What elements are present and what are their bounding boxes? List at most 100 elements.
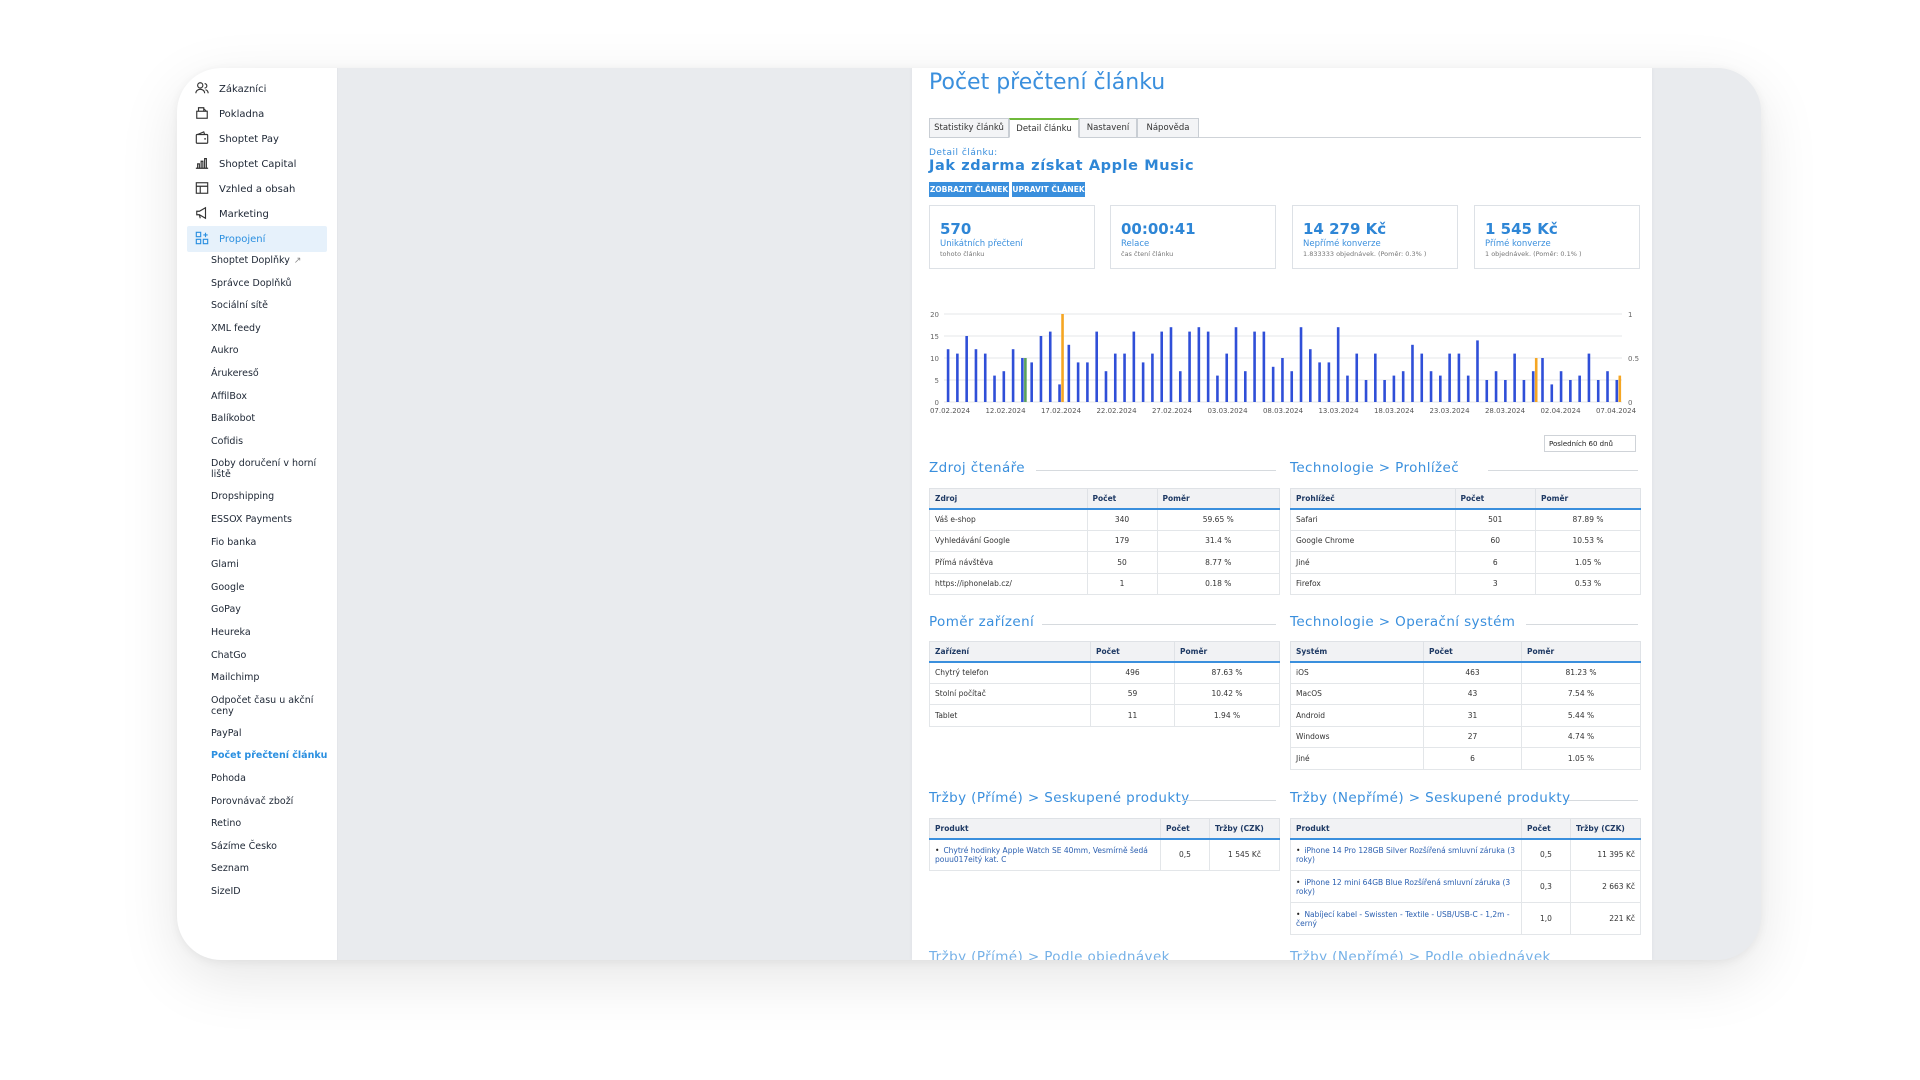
- table-cell: 43: [1423, 682, 1522, 705]
- table-row: Stolní počítač 59 10.42 %: [929, 682, 1280, 705]
- column-header[interactable]: Poměr: [1521, 641, 1641, 663]
- chart-bar: [1281, 358, 1284, 402]
- sidebar-subitem-label: Shoptet Doplňky: [211, 255, 290, 266]
- column-header[interactable]: Počet: [1086, 488, 1158, 510]
- sidebar-subitem[interactable]: Shoptet Doplňky ↗: [211, 255, 329, 267]
- stat-label: Nepřímé konverze: [1303, 239, 1381, 249]
- column-header[interactable]: Tržby (CZK): [1209, 818, 1280, 840]
- column-header[interactable]: Počet: [1160, 818, 1210, 840]
- sidebar-subitem[interactable]: AffilBox: [211, 391, 329, 402]
- chart-bar: [1290, 371, 1294, 402]
- table-row: Windows 27 4.74 %: [1290, 725, 1641, 748]
- sidebar-subitem[interactable]: Doby doručení v horní liště: [211, 458, 329, 480]
- product-link[interactable]: iPhone 14 Pro 128GB Silver Rozšířená sml…: [1290, 838, 1522, 871]
- tab-article-stats[interactable]: Statistiky článků: [929, 118, 1009, 138]
- column-header[interactable]: Poměr: [1535, 488, 1641, 510]
- chart-bar: [1383, 380, 1386, 402]
- sidebar-subitem[interactable]: Aukro: [211, 345, 329, 356]
- chart-bar: [1253, 331, 1256, 402]
- sidebar-subitem-label: Google: [211, 581, 245, 593]
- sidebar-subitem[interactable]: Balíkobot: [211, 413, 329, 424]
- show-article-button[interactable]: ZOBRAZIT ČLÁNEK: [929, 182, 1009, 197]
- tab-bar: Statistiky článků Detail článku Nastaven…: [929, 118, 1641, 138]
- column-header[interactable]: Poměr: [1174, 641, 1280, 663]
- column-header[interactable]: Prohlížeč: [1290, 488, 1456, 510]
- column-header[interactable]: Počet: [1423, 641, 1522, 663]
- product-link[interactable]: Nabíjecí kabel - Swissten - Textile - US…: [1290, 902, 1522, 935]
- column-header[interactable]: Počet: [1454, 488, 1536, 510]
- chart-bar: [1048, 331, 1052, 402]
- sidebar-subitem[interactable]: Sociální sítě: [211, 300, 329, 311]
- sidebar-subitem[interactable]: Mailchimp: [211, 672, 329, 683]
- sidebar-item-propojení[interactable]: Propojení: [187, 226, 327, 252]
- table-row: Firefox 3 0.53 %: [1290, 572, 1641, 595]
- column-header[interactable]: Poměr: [1156, 488, 1280, 510]
- column-header[interactable]: Zdroj: [929, 488, 1088, 510]
- chart-bar: [1606, 371, 1609, 402]
- sidebar-subitem[interactable]: GoPay: [211, 604, 329, 615]
- section-title-direct-orders: Tržby (Přímé) > Podle objednávek: [929, 949, 1170, 960]
- sidebar-subitem[interactable]: Sázíme Česko: [211, 841, 329, 852]
- sidebar-subitem[interactable]: SizeID: [211, 886, 329, 897]
- sidebar-subitem[interactable]: Google: [211, 582, 329, 593]
- chart-bar: [1587, 353, 1591, 402]
- chart-bar: [1485, 380, 1489, 402]
- table-cell: 1: [1086, 572, 1158, 595]
- sidebar-subitem[interactable]: PayPal: [211, 728, 329, 739]
- sidebar-subitem[interactable]: Správce Doplňků: [211, 278, 329, 289]
- product-link[interactable]: iPhone 12 mini 64GB Blue Rozšířená smluv…: [1290, 870, 1522, 903]
- sidebar-subitem[interactable]: Retino: [211, 818, 329, 829]
- column-header[interactable]: Tržby (CZK): [1570, 818, 1641, 840]
- chart-bar: [1086, 362, 1089, 402]
- sidebar-item-zákazníci[interactable]: Zákazníci: [195, 76, 455, 102]
- sidebar-subitem[interactable]: Fio banka: [211, 537, 329, 548]
- chart-bar: [1197, 327, 1201, 402]
- sidebar-subitem[interactable]: Odpočet času u akční ceny: [211, 695, 329, 717]
- sidebar-subitem[interactable]: ESSOX Payments: [211, 514, 329, 525]
- sidebar-item-pokladna[interactable]: Pokladna: [195, 101, 455, 127]
- table-cell: 50: [1086, 551, 1158, 574]
- sidebar-subitem[interactable]: Glami: [211, 559, 329, 570]
- x-tick-label: 08.03.2024: [1263, 407, 1304, 415]
- sidebar-subitem[interactable]: Porovnávač zboží: [211, 796, 329, 807]
- stat-sub: tohoto článku: [940, 250, 985, 258]
- sidebar-item-shoptet-pay[interactable]: Shoptet Pay: [195, 126, 455, 152]
- sidebar-subitem[interactable]: XML feedy: [211, 323, 329, 334]
- edit-article-button[interactable]: UPRAVIT ČLÁNEK: [1012, 182, 1085, 197]
- sidebar-subitem[interactable]: Heureka: [211, 627, 329, 638]
- column-header[interactable]: Zařízení: [929, 641, 1091, 663]
- chart-bar-highlight: [1534, 358, 1538, 402]
- x-tick-label: 18.03.2024: [1374, 407, 1415, 415]
- table-cell: Vyhledávání Google: [929, 529, 1088, 552]
- table-row: iPhone 14 Pro 128GB Silver Rozšířená sml…: [1290, 838, 1641, 871]
- column-header[interactable]: Počet: [1090, 641, 1175, 663]
- sidebar-item-marketing[interactable]: Marketing: [195, 201, 455, 227]
- tab-article-detail[interactable]: Detail článku: [1009, 118, 1079, 138]
- sidebar-item-vzhled-a-obsah[interactable]: Vzhled a obsah: [195, 176, 455, 202]
- section-divider: [1567, 800, 1638, 801]
- table-cell: 59.65 %: [1156, 508, 1280, 531]
- table-cell: 3: [1454, 572, 1536, 595]
- sidebar-subitem[interactable]: Cofidis: [211, 436, 329, 447]
- sidebar-subitem[interactable]: Počet přečtení článku: [211, 750, 329, 761]
- column-header[interactable]: Počet: [1521, 818, 1571, 840]
- table-cell: 27: [1423, 725, 1522, 748]
- sidebar-subitem[interactable]: Seznam: [211, 863, 329, 874]
- sidebar-item-shoptet-capital[interactable]: Shoptet Capital: [195, 151, 455, 177]
- sidebar-subitem[interactable]: ChatGo: [211, 650, 329, 661]
- column-header[interactable]: Produkt: [929, 818, 1161, 840]
- sidebar-subitem[interactable]: Árukereső: [211, 368, 329, 379]
- column-header[interactable]: Systém: [1290, 641, 1424, 663]
- tab-settings[interactable]: Nastavení: [1079, 118, 1137, 138]
- column-header[interactable]: Produkt: [1290, 818, 1522, 840]
- range-select[interactable]: Posledních 60 dnů: [1544, 435, 1636, 452]
- table-row: Google Chrome 60 10.53 %: [1290, 529, 1641, 552]
- table-cell: 60: [1454, 529, 1536, 552]
- sidebar-subitem[interactable]: Pohoda: [211, 773, 329, 784]
- content-background: Počet přečtení článku Statistiky článků …: [338, 68, 1761, 960]
- chart-bar: [1318, 362, 1321, 402]
- tab-help[interactable]: Nápověda: [1137, 118, 1199, 138]
- sidebar-subitem[interactable]: Dropshipping: [211, 491, 329, 502]
- product-link[interactable]: Chytré hodinky Apple Watch SE 40mm, Vesm…: [929, 838, 1161, 871]
- chart-bar: [1169, 327, 1173, 402]
